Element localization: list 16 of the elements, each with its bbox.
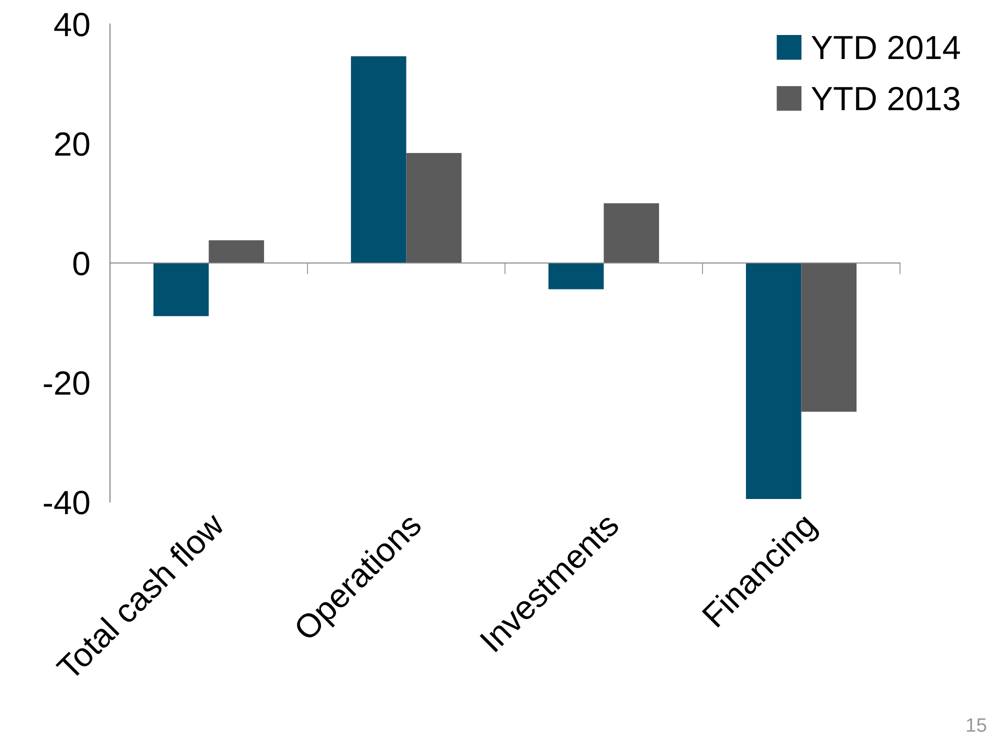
y-tick-label: -20 [44, 371, 90, 395]
bar [604, 203, 660, 263]
bar [350, 56, 406, 263]
legend-label: YTD 2013 [812, 86, 960, 110]
bar [801, 263, 857, 412]
y-tick-label: 0 [73, 252, 90, 276]
legend-label: YTD 2014 [812, 36, 960, 60]
text: 15 [966, 718, 986, 732]
bar [153, 263, 209, 316]
bar [406, 153, 462, 263]
y-tick-label: 40 [54, 12, 90, 36]
y-tick-label: -40 [44, 490, 90, 514]
bar [746, 263, 802, 500]
bar [548, 263, 604, 290]
y-tick-label: 20 [55, 132, 90, 156]
bar [208, 240, 264, 263]
